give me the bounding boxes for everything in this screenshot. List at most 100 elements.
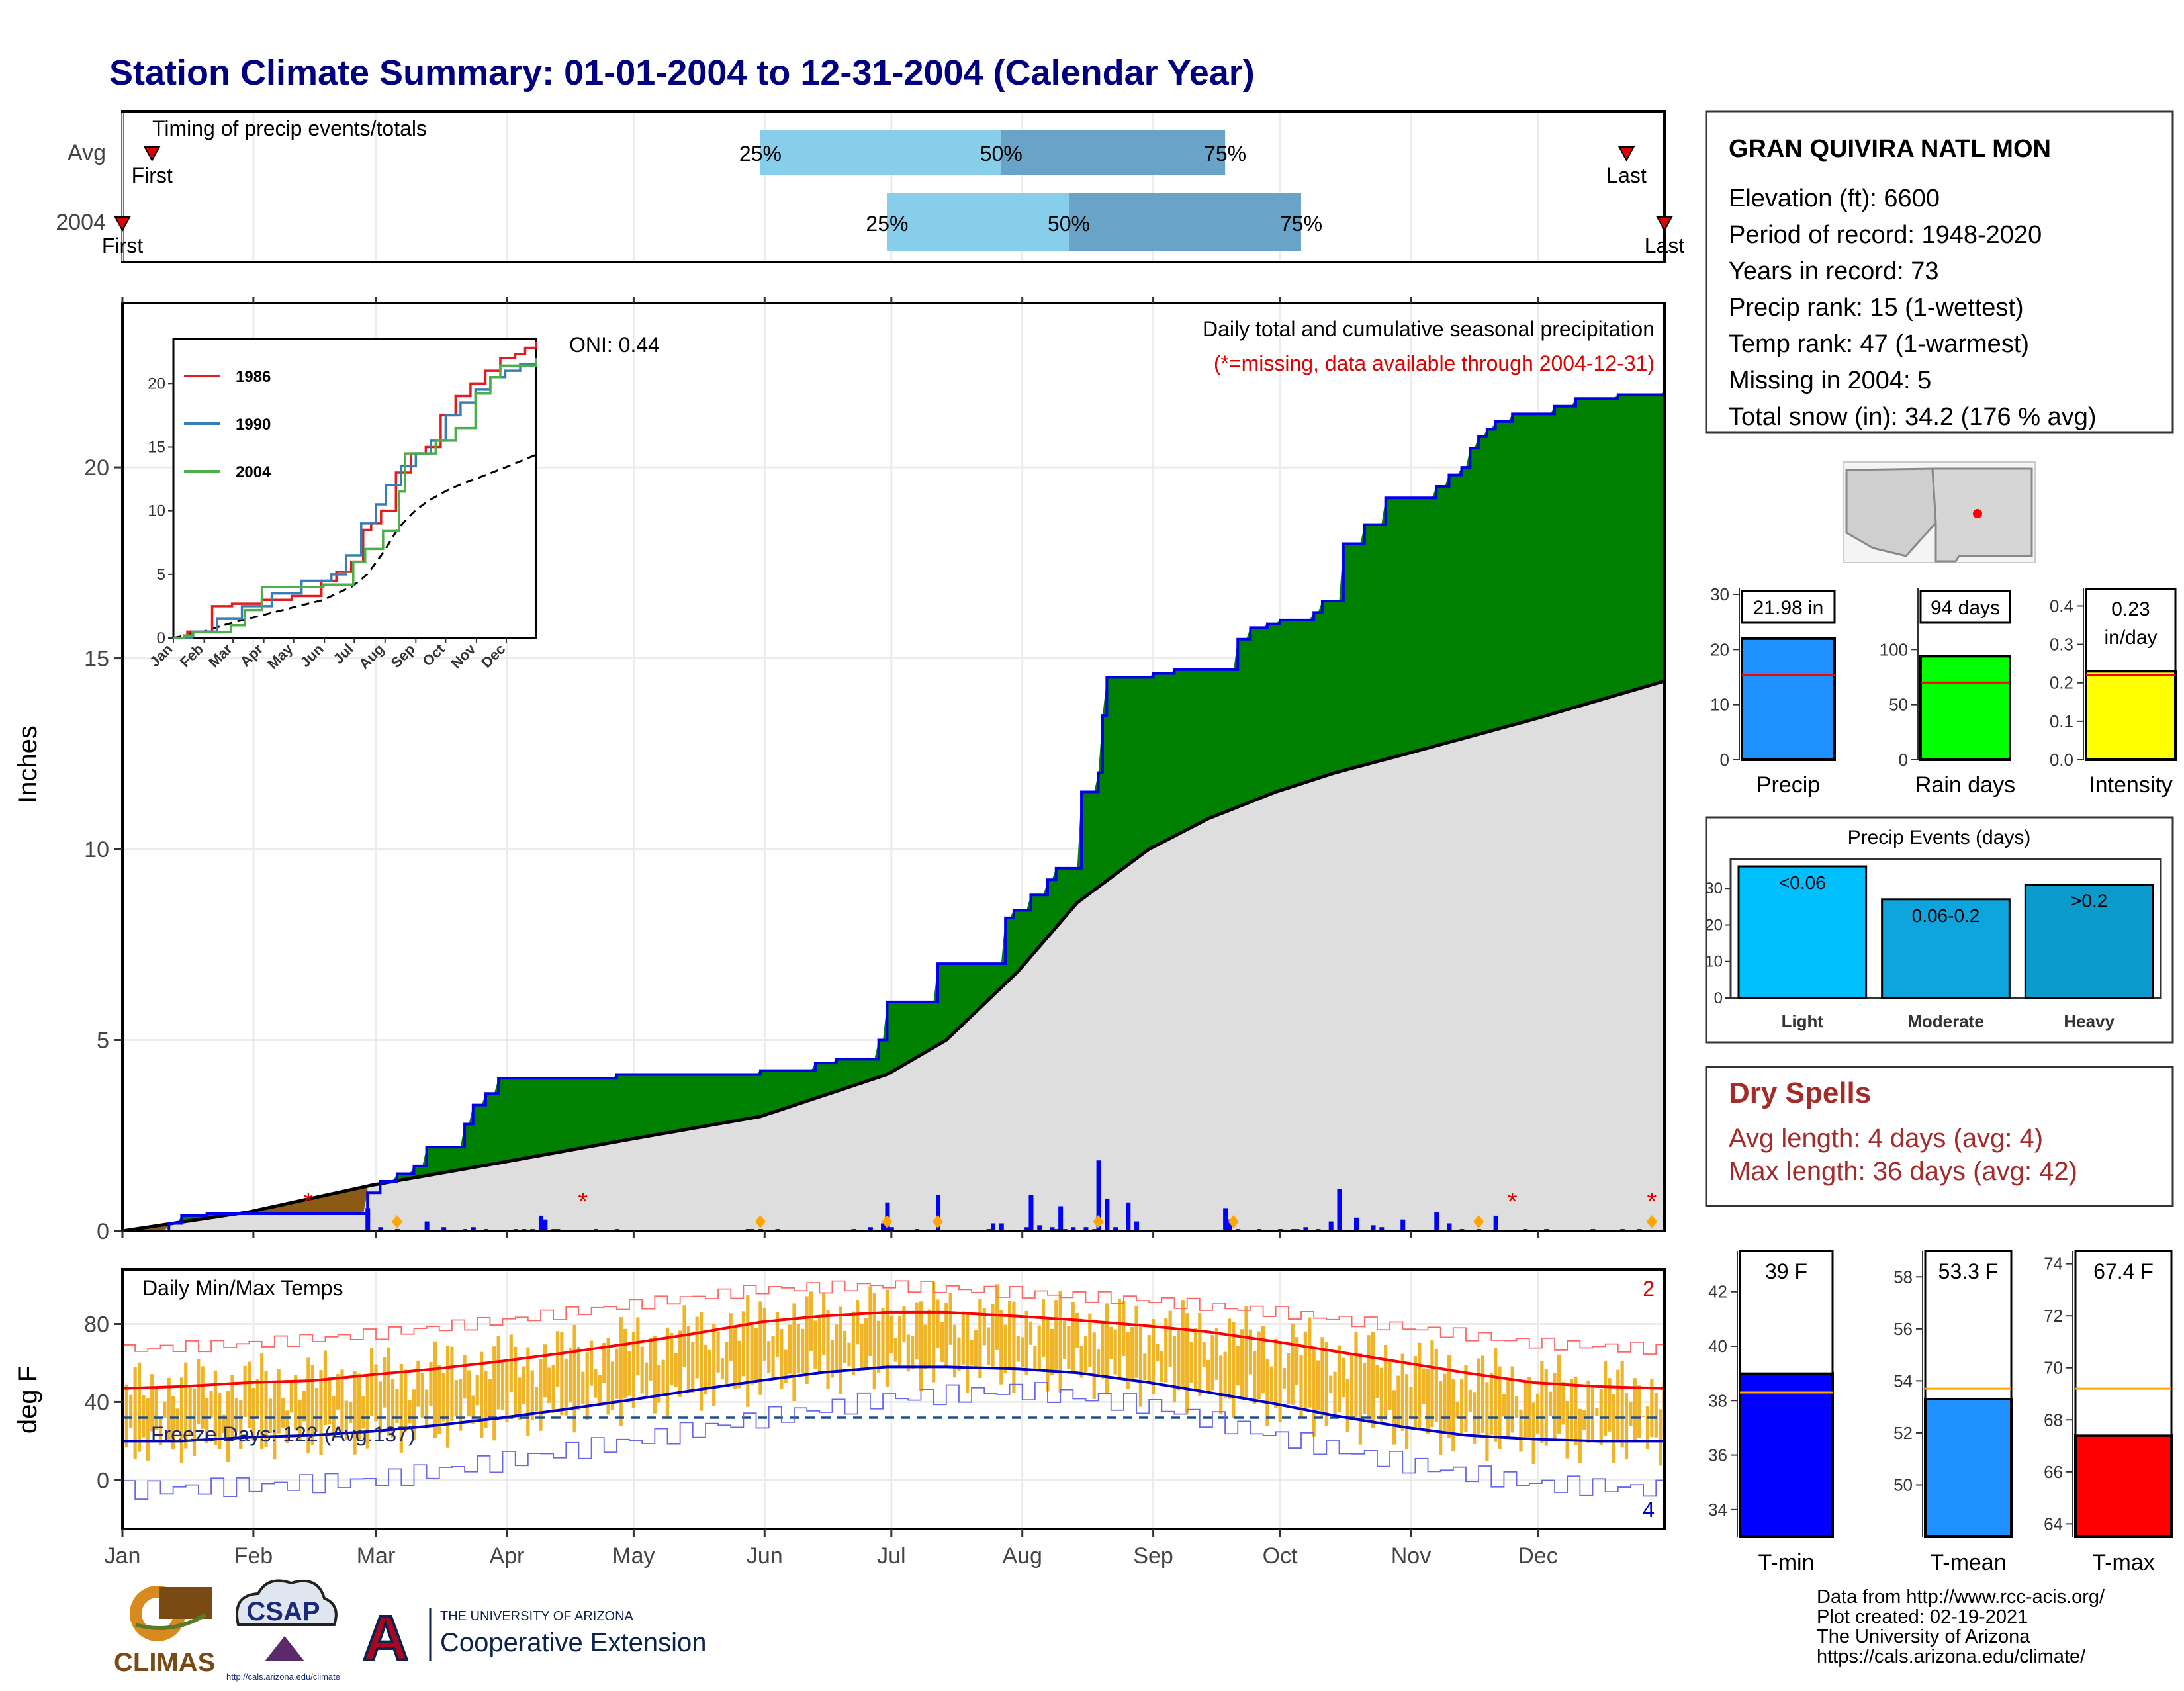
temp-daily-bar xyxy=(437,1365,441,1434)
temp-daily-bar xyxy=(780,1329,784,1389)
timing-first-marker-2004 xyxy=(114,216,131,232)
precip-daily-bar xyxy=(424,1221,430,1231)
temp-daily-bar xyxy=(277,1369,281,1434)
snow-event-marker xyxy=(1228,1215,1239,1228)
temp-daily-bar xyxy=(471,1395,475,1424)
temp-daily-bar xyxy=(1363,1363,1367,1415)
temp-daily-bar xyxy=(543,1344,547,1398)
freeze-days-label: Freeze Days: 122 (Avg:137) xyxy=(151,1422,416,1446)
temp-daily-bar xyxy=(1219,1355,1223,1415)
temp-bar-ytick-label: 42 xyxy=(1708,1282,1727,1302)
summary-value-label: 21.98 in xyxy=(1753,597,1824,619)
temp-daily-bar xyxy=(1232,1322,1236,1418)
temp-daily-bar xyxy=(1092,1332,1096,1399)
temp-daily-bar xyxy=(775,1312,780,1357)
temp-daily-bar xyxy=(1269,1366,1273,1405)
dry-spells-panel: Dry Spells Avg length: 4 days (avg: 4) M… xyxy=(1705,1066,2174,1207)
precip-below-average-area xyxy=(122,1186,368,1231)
temp-daily-bar xyxy=(889,1315,893,1353)
summary-category-label: Intensity xyxy=(2089,772,2173,798)
temp-daily-bar xyxy=(754,1328,758,1381)
temp-daily-bar xyxy=(762,1307,766,1361)
temp-daily-bar xyxy=(129,1394,133,1428)
precip-ylabel: Inches xyxy=(13,725,42,803)
timing-last-label-avg: Last xyxy=(1606,163,1647,187)
temp-daily-bar xyxy=(1244,1306,1248,1400)
dry-spells-avg-length: Avg length: 4 days (avg: 4) xyxy=(1729,1124,2043,1153)
temp-bar-ytick-label: 58 xyxy=(1893,1267,1913,1287)
temp-daily-bar xyxy=(1037,1325,1041,1369)
temp-daily-bar xyxy=(1641,1416,1645,1418)
footer-line-data: Data from http://www.rcc-acis.org/ xyxy=(1817,1586,2105,1608)
temp-daily-bar xyxy=(289,1381,293,1413)
temp-daily-bar xyxy=(1350,1354,1354,1420)
precip-ytick-label-2: 10 xyxy=(84,837,109,862)
temp-xtick-label-4: May xyxy=(612,1543,655,1569)
missing-data-marker: * xyxy=(578,1188,588,1216)
temp-daily-bar xyxy=(944,1303,948,1366)
temp-daily-bar xyxy=(897,1315,902,1369)
temp-daily-bar xyxy=(429,1361,433,1406)
temp-daily-bar xyxy=(1033,1346,1037,1370)
ua-small-text: THE UNIVERSITY OF ARIZONA xyxy=(440,1609,634,1623)
temp-daily-bar xyxy=(1459,1379,1464,1434)
temp-bar-ytick-label: 34 xyxy=(1708,1500,1727,1520)
temp-daily-bar xyxy=(1418,1342,1422,1430)
summary-ytick-label: 20 xyxy=(1710,639,1729,659)
temp-daily-bar xyxy=(1021,1337,1024,1367)
temp-daily-bar xyxy=(569,1348,572,1402)
timing-quartile-label-2004-1: 50% xyxy=(1048,212,1090,236)
temp-daily-bar xyxy=(1489,1373,1493,1435)
temp-daily-bar xyxy=(412,1389,416,1440)
ua-a-icon: A xyxy=(363,1603,408,1674)
precip-daily-bar xyxy=(1303,1227,1308,1231)
summary-value-label: 94 days xyxy=(1931,597,2000,619)
precip-daily-bar xyxy=(1227,1219,1232,1231)
temp-daily-bar xyxy=(480,1351,484,1438)
temp-daily-bar xyxy=(294,1375,298,1431)
precip-daily-bar xyxy=(471,1227,476,1231)
temp-xtick-label-3: Apr xyxy=(489,1543,524,1569)
temp-daily-bar xyxy=(649,1338,653,1381)
precip-daily-bar xyxy=(1493,1215,1498,1231)
temp-daily-bar xyxy=(243,1365,247,1418)
temp-daily-bar xyxy=(1535,1393,1540,1434)
temp-daily-bar xyxy=(167,1377,171,1441)
precip-daily-bar xyxy=(1379,1227,1385,1231)
temp-daily-bar xyxy=(716,1331,720,1373)
temp-daily-bar xyxy=(699,1311,704,1411)
temp-daily-bar xyxy=(264,1371,268,1447)
summary-ytick-label: 10 xyxy=(1710,695,1729,715)
inset-ytick-label-1: 5 xyxy=(157,566,165,584)
tmax-record-line xyxy=(122,1280,1664,1355)
temp-bar-t-min xyxy=(1739,1372,1834,1538)
temp-daily-bar xyxy=(619,1317,623,1426)
temp-daily-bar xyxy=(188,1387,192,1436)
temp-daily-bar xyxy=(1134,1305,1138,1378)
temp-daily-bar xyxy=(842,1330,847,1363)
precip-panel: * * * * 0 5 10 15 20 Inches Daily total and cum… xyxy=(13,297,1666,1244)
precip-ytick-label-3: 15 xyxy=(84,647,109,672)
temp-daily-bar xyxy=(1523,1381,1527,1438)
temp-daily-bar xyxy=(856,1300,860,1345)
temp-daily-bar xyxy=(1455,1401,1459,1418)
temperature-bars: 34 36 38 40 42 39 F T-min 50 52 54 56 58 53.3 F T-mea… xyxy=(1708,1250,2173,1575)
temp-daily-bar xyxy=(644,1362,649,1399)
temp-daily-bar xyxy=(1569,1379,1574,1441)
tmax-normal-line xyxy=(122,1310,1664,1390)
temp-daily-bar xyxy=(966,1312,970,1393)
temp-daily-bar xyxy=(500,1363,505,1410)
summary-value-box xyxy=(1919,590,2011,624)
temp-daily-bar xyxy=(1447,1355,1451,1439)
temp-bar-ytick-label: 72 xyxy=(2044,1306,2063,1326)
inset-legend-label-2004: 2004 xyxy=(236,463,271,481)
temp-daily-bar xyxy=(281,1398,285,1428)
temp-daily-bar xyxy=(631,1332,636,1408)
temp-daily-bar xyxy=(602,1342,606,1383)
precip-daily-bar xyxy=(538,1215,543,1231)
summary-ytick-label: 0.0 xyxy=(2050,750,2073,770)
temp-daily-bar xyxy=(197,1359,201,1425)
temp-daily-bar xyxy=(737,1340,741,1389)
temp-daily-bar xyxy=(1342,1357,1345,1398)
dry-spells-title: Dry Spells xyxy=(1729,1077,1871,1109)
